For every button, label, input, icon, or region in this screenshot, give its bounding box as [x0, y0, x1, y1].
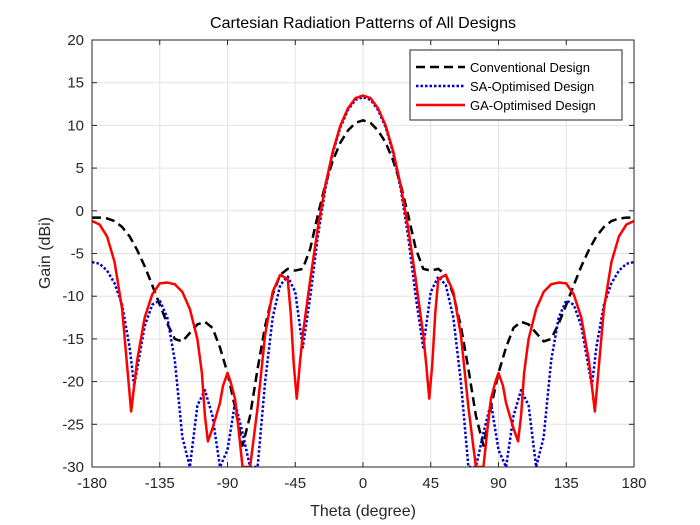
y-axis-label: Gain (dBi)	[37, 217, 54, 289]
y-axis-ticks: -30 -25 -20 -15 -10 -5 0 5 10 15 20	[62, 32, 634, 476]
series-sa-optimised-design	[92, 95, 634, 467]
legend-label-sa-optimised: SA-Optimised Design	[470, 79, 594, 94]
x-tick-label: 0	[359, 475, 367, 492]
series-ga-optimised-design	[92, 94, 634, 467]
legend: Conventional Design SA-Optimised Design …	[409, 49, 623, 121]
y-tick-label: 10	[67, 117, 84, 134]
y-tick-label: -20	[62, 374, 84, 391]
x-tick-label: 180	[621, 475, 646, 492]
series-conventional-design	[92, 119, 634, 447]
y-tick-label: -5	[71, 246, 84, 263]
series-layer	[92, 94, 634, 467]
x-tick-label: 135	[554, 475, 579, 492]
chart-title: Cartesian Radiation Patterns of All Desi…	[210, 15, 516, 32]
x-tick-label: 45	[422, 475, 439, 492]
x-tick-label: -90	[217, 475, 239, 492]
x-tick-label: 90	[490, 475, 507, 492]
y-tick-label: -25	[62, 416, 84, 433]
y-tick-label: -30	[62, 459, 84, 476]
legend-label-ga-optimised: GA-Optimised Design	[470, 98, 596, 113]
y-tick-label: 0	[76, 203, 84, 220]
y-tick-label: 5	[76, 160, 84, 177]
y-tick-label: 15	[67, 75, 84, 92]
x-axis-ticks: -180 -135 -90 -45 0 45 90 135 180	[77, 40, 647, 492]
y-tick-label: 20	[67, 32, 84, 49]
x-tick-label: -45	[284, 475, 306, 492]
y-tick-label: -10	[62, 288, 84, 305]
y-tick-label: -15	[62, 331, 84, 348]
x-axis-label: Theta (degree)	[310, 503, 416, 520]
x-tick-label: -180	[77, 475, 107, 492]
legend-label-conventional: Conventional Design	[470, 60, 590, 75]
x-tick-label: -135	[145, 475, 175, 492]
